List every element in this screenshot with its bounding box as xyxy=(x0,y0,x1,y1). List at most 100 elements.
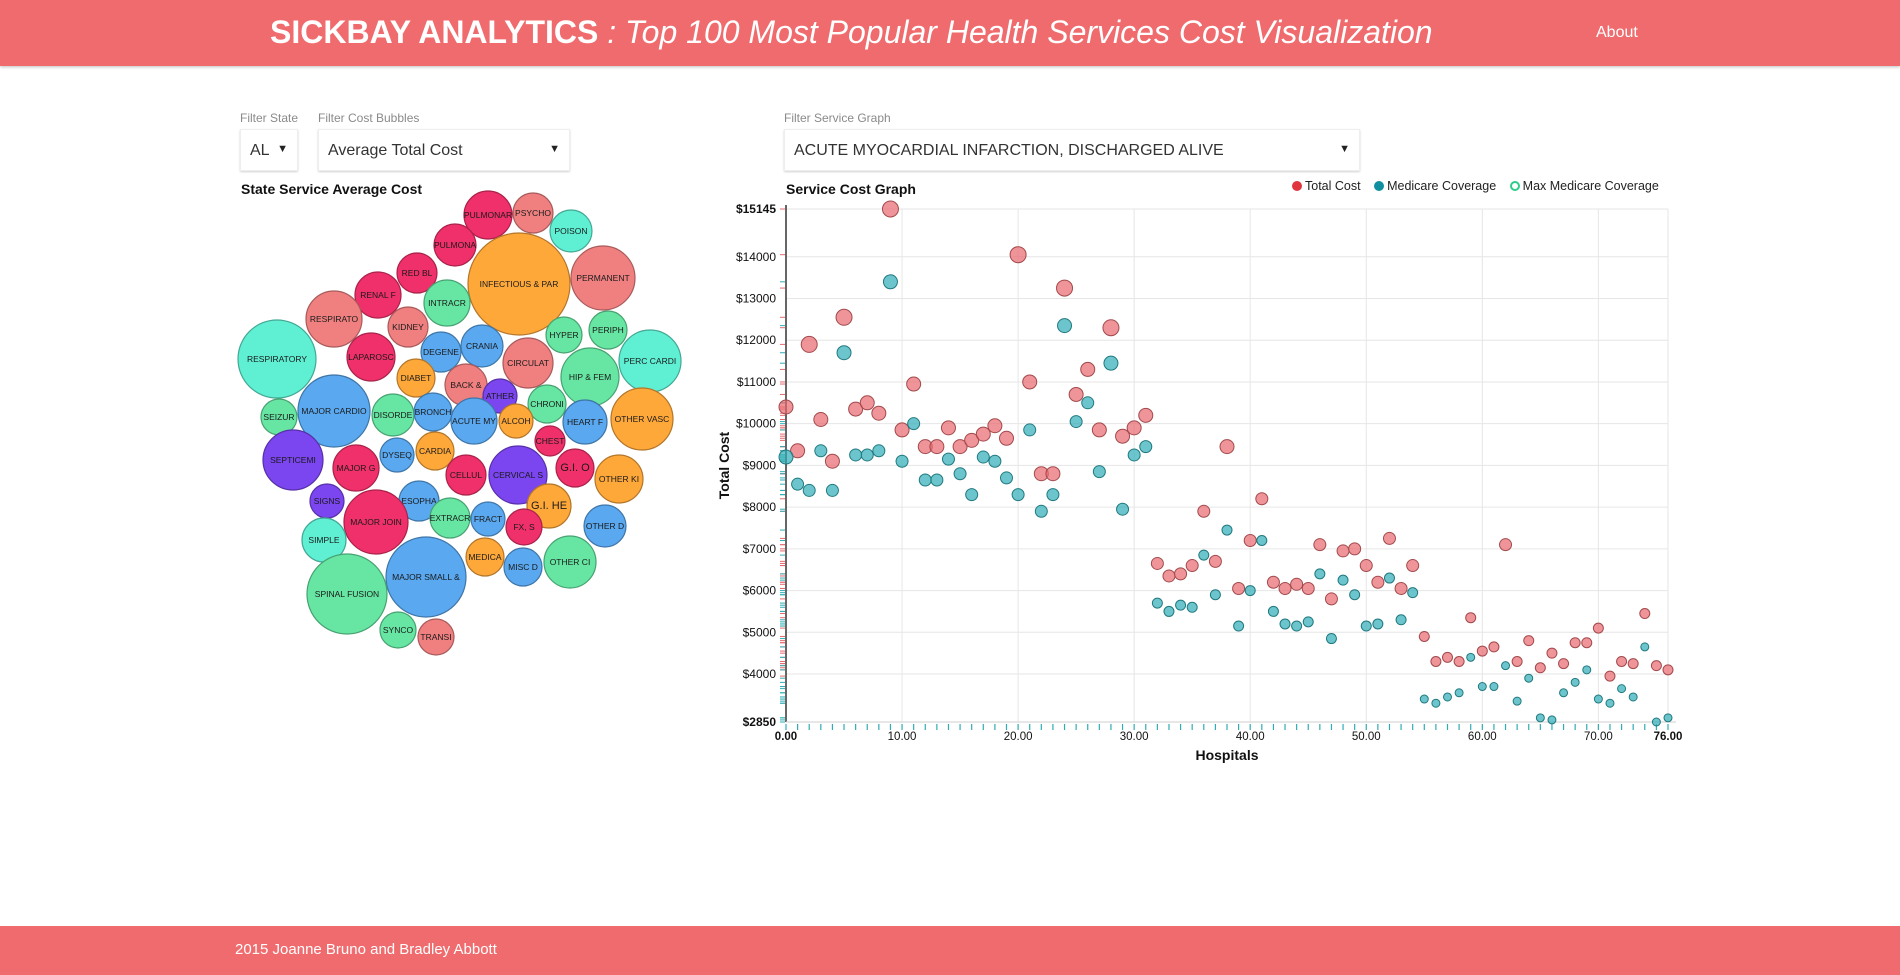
bubble-cellul[interactable]: CELLUL xyxy=(445,454,487,496)
data-point[interactable] xyxy=(999,430,1014,446)
data-point[interactable] xyxy=(1662,664,1674,676)
data-point[interactable] xyxy=(964,432,980,448)
data-point[interactable] xyxy=(860,448,874,462)
data-point[interactable] xyxy=(1465,612,1477,624)
bubble-spinal-fusion[interactable]: SPINAL FUSION xyxy=(306,553,388,635)
data-point[interactable] xyxy=(1091,422,1107,438)
data-point[interactable] xyxy=(1185,559,1199,573)
data-point[interactable] xyxy=(1453,655,1465,667)
data-point[interactable] xyxy=(1081,396,1095,410)
data-point[interactable] xyxy=(1175,599,1187,611)
data-point[interactable] xyxy=(1197,504,1211,518)
data-point[interactable] xyxy=(1443,692,1452,702)
data-point[interactable] xyxy=(1348,542,1362,556)
data-point[interactable] xyxy=(1650,660,1662,672)
data-point[interactable] xyxy=(1511,655,1523,667)
data-point[interactable] xyxy=(1150,556,1164,570)
bubble-intracr[interactable]: INTRACR xyxy=(423,279,471,327)
data-point[interactable] xyxy=(849,448,863,462)
data-point[interactable] xyxy=(918,473,932,487)
data-point[interactable] xyxy=(1219,439,1235,455)
data-point[interactable] xyxy=(872,444,886,458)
bubble-transi[interactable]: TRANSI xyxy=(417,618,455,656)
bubble-other-vasc[interactable]: OTHER VASC xyxy=(610,387,674,451)
data-point[interactable] xyxy=(1267,605,1279,617)
data-point[interactable] xyxy=(930,473,944,487)
data-point[interactable] xyxy=(1371,575,1385,589)
data-point[interactable] xyxy=(1313,538,1327,552)
data-point[interactable] xyxy=(882,274,898,290)
data-point[interactable] xyxy=(1616,655,1628,667)
bubble-disorde[interactable]: DISORDE xyxy=(371,393,415,437)
bubble-pulmona[interactable]: PULMONA xyxy=(433,223,477,267)
data-point[interactable] xyxy=(1302,616,1314,628)
data-point[interactable] xyxy=(1559,688,1569,698)
data-point[interactable] xyxy=(800,335,818,353)
bubble-pulmonar[interactable]: PULMONAR xyxy=(463,190,513,240)
data-point[interactable] xyxy=(1151,597,1163,609)
data-point[interactable] xyxy=(1126,420,1142,436)
data-point[interactable] xyxy=(1430,655,1442,667)
data-point[interactable] xyxy=(976,450,990,464)
data-point[interactable] xyxy=(1476,645,1488,657)
data-point[interactable] xyxy=(1278,581,1292,595)
bubble-g-i-o[interactable]: G.I. O xyxy=(555,448,595,488)
data-point[interactable] xyxy=(1570,677,1580,687)
bubble-poison[interactable]: POISON xyxy=(549,209,593,253)
bubble-major-g[interactable]: MAJOR G xyxy=(332,444,380,492)
data-point[interactable] xyxy=(1593,694,1603,704)
bubble-medica[interactable]: MEDICA xyxy=(465,537,505,577)
data-point[interactable] xyxy=(836,345,852,361)
data-point[interactable] xyxy=(1163,605,1175,617)
data-point[interactable] xyxy=(1208,554,1222,568)
data-point[interactable] xyxy=(1524,673,1534,683)
data-point[interactable] xyxy=(1349,589,1361,601)
data-point[interactable] xyxy=(1605,698,1615,708)
filter-service-select[interactable]: ACUTE MYOCARDIAL INFARCTION, DISCHARGED … xyxy=(784,129,1360,171)
data-point[interactable] xyxy=(1359,559,1373,573)
data-point[interactable] xyxy=(940,420,956,436)
data-point[interactable] xyxy=(1000,471,1013,485)
data-point[interactable] xyxy=(1325,633,1337,645)
data-point[interactable] xyxy=(1501,661,1511,671)
data-point[interactable] xyxy=(1011,488,1025,502)
data-point[interactable] xyxy=(1279,618,1291,630)
bubble-degene[interactable]: DEGENE xyxy=(420,331,462,373)
bubble-misc-d[interactable]: MISC D xyxy=(503,547,543,587)
bubble-cervical-s[interactable]: CERVICAL S xyxy=(488,445,548,505)
data-point[interactable] xyxy=(1372,618,1384,630)
data-point[interactable] xyxy=(1419,694,1429,704)
data-point[interactable] xyxy=(1489,682,1499,692)
data-point[interactable] xyxy=(1080,361,1096,377)
data-point[interactable] xyxy=(813,411,829,427)
data-point[interactable] xyxy=(941,452,955,466)
data-point[interactable] xyxy=(848,401,864,417)
data-point[interactable] xyxy=(1640,642,1650,652)
data-point[interactable] xyxy=(1454,688,1464,698)
bubble-respiratory[interactable]: RESPIRATORY xyxy=(237,319,317,399)
data-point[interactable] xyxy=(824,453,840,469)
data-point[interactable] xyxy=(1022,374,1038,390)
bubble-laparosc[interactable]: LAPAROSC xyxy=(346,332,396,382)
data-point[interactable] xyxy=(871,405,887,421)
data-point[interactable] xyxy=(1198,549,1210,561)
data-point[interactable] xyxy=(988,454,1002,468)
data-point[interactable] xyxy=(1186,601,1198,613)
data-point[interactable] xyxy=(1221,524,1233,536)
data-point[interactable] xyxy=(906,376,922,392)
data-point[interactable] xyxy=(1068,386,1084,402)
bubble-bronch[interactable]: BRONCH xyxy=(413,392,453,432)
app-title[interactable]: SICKBAY ANALYTICS : Top 100 Most Popular… xyxy=(270,14,1433,51)
bubble-major-join[interactable]: MAJOR JOIN xyxy=(343,489,409,555)
data-point[interactable] xyxy=(1499,538,1513,552)
data-point[interactable] xyxy=(1407,587,1419,599)
filter-state-select[interactable]: AL ▼ xyxy=(240,129,298,171)
bubble-cardia[interactable]: CARDIA xyxy=(415,431,455,471)
legend-item-total-cost[interactable]: Total Cost xyxy=(1292,179,1364,193)
data-point[interactable] xyxy=(1336,544,1350,558)
data-point[interactable] xyxy=(1291,620,1303,632)
data-point[interactable] xyxy=(1045,466,1061,482)
data-point[interactable] xyxy=(1314,568,1326,580)
data-point[interactable] xyxy=(1431,698,1441,708)
bubble-diabet[interactable]: DIABET xyxy=(396,358,436,398)
